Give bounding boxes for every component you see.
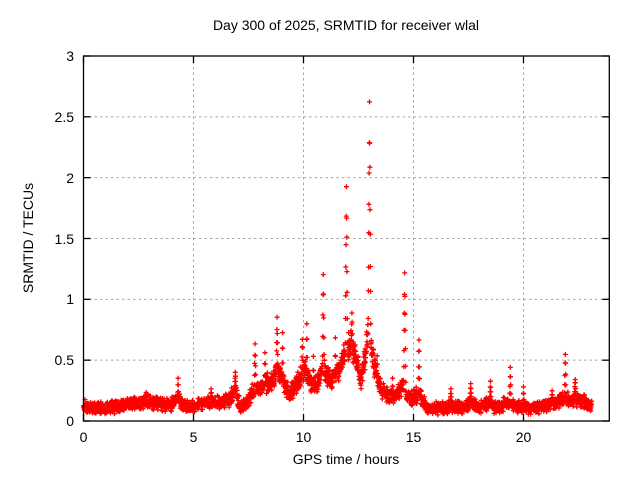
y-tick-label: 1.5: [54, 230, 74, 247]
x-tick-label: 15: [405, 429, 422, 445]
chart-title: Day 300 of 2025, SRMTID for receiver wla…: [212, 17, 480, 33]
x-tick-label: 0: [79, 429, 88, 445]
y-tick-label: 2.5: [54, 108, 74, 125]
y-tick-label: 0.5: [54, 352, 74, 369]
x-tick-label: 20: [515, 429, 532, 445]
y-tick-label: 1: [66, 291, 74, 308]
x-tick-label: 5: [189, 429, 198, 445]
x-axis-label: GPS time / hours: [292, 451, 400, 467]
y-tick-label: 3: [66, 48, 74, 64]
data-points: [81, 99, 595, 418]
x-tick-label: 10: [295, 429, 312, 445]
y-tick-label: 0: [66, 413, 74, 429]
y-tick-label: 2: [66, 169, 74, 186]
